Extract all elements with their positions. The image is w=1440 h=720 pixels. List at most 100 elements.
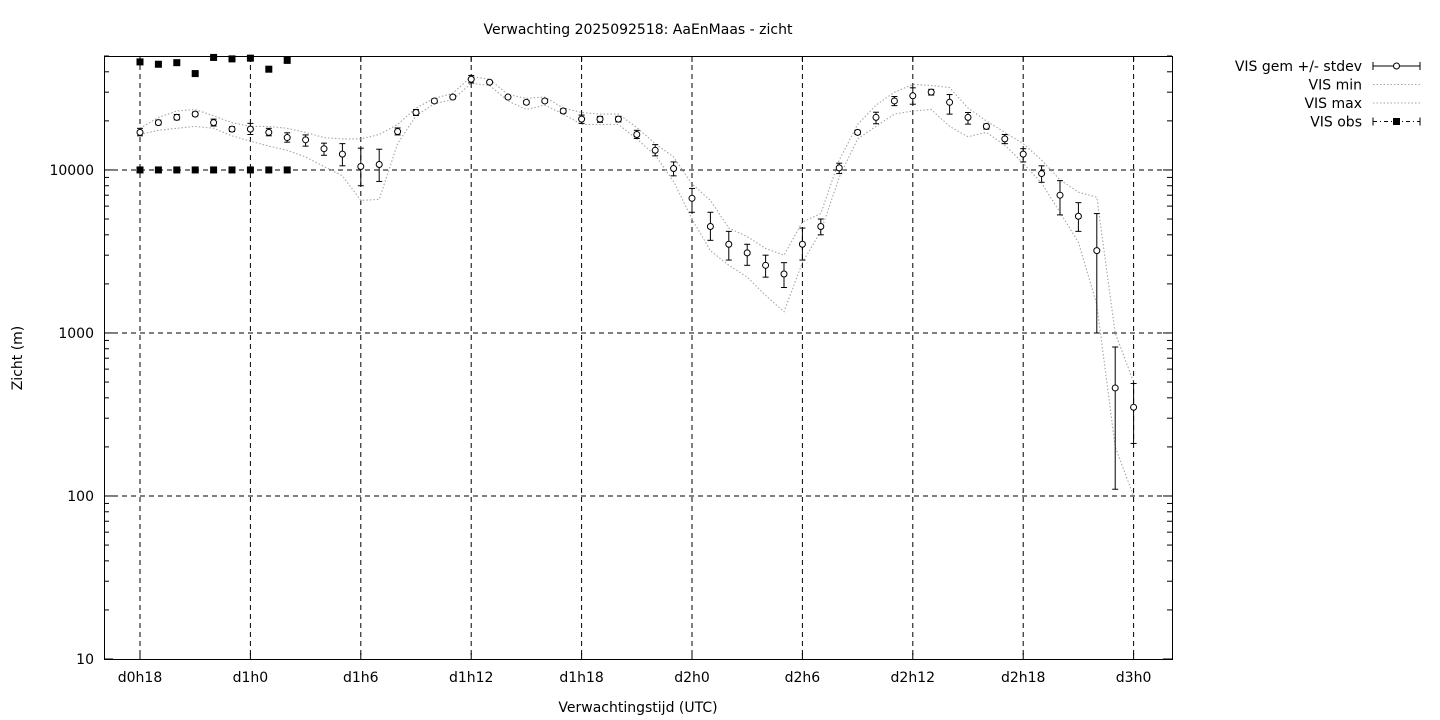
obs-point [136,166,144,174]
mean-point [872,113,880,121]
mean-point [596,115,604,123]
legend-label: VIS gem +/- stdev [1235,59,1362,75]
mean-point [394,128,402,136]
mean-point [762,261,770,269]
chart-title: Verwachting 2025092518: AaEnMaas - zicht [484,22,793,38]
x-tick-label: d2h18 [1001,670,1045,686]
mean-point [651,146,659,154]
mean-point [136,128,144,136]
mean-point [1038,170,1046,178]
x-tick-label: d1h6 [343,670,379,686]
mean-point [578,115,586,123]
mean-point [743,249,751,257]
series-line-vis-min [139,82,1135,497]
mean-point [522,98,530,106]
obs-point [173,166,181,174]
obs-point [154,60,162,68]
y-tick-label: 10000 [49,163,94,179]
observation-series [136,53,291,174]
obs-point [210,53,218,61]
obs-point [210,166,218,174]
legend-label: VIS min [1309,78,1362,94]
mean-point [154,119,162,127]
mean-point [228,125,236,133]
plot-frame [104,56,1173,660]
y-axis-label: Zicht (m) [10,326,26,391]
mean-point [982,122,990,130]
obs-point [283,166,291,174]
mean-point [964,113,972,121]
obs-point [265,65,273,73]
mean-point [265,128,273,136]
mean-point [909,92,917,100]
mean-point [338,150,346,158]
y-tick-label: 100 [67,489,94,505]
mean-point [927,88,935,96]
mean-point [357,162,365,170]
x-tick-label: d3h0 [1116,670,1152,686]
mean-point [817,222,825,230]
mean-point [725,240,733,248]
obs-point [228,55,236,63]
mean-point [467,75,475,83]
mean-point [504,93,512,101]
mean-point [706,222,714,230]
x-tick-label: d0h18 [118,670,162,686]
y-tick-label: 10 [76,652,94,668]
mean-point [191,110,199,118]
grid-lines [104,56,1172,659]
series-line-vis-max [139,75,1135,383]
mean-point [1130,403,1138,411]
x-tick-label: d1h12 [449,670,493,686]
mean-point [688,194,696,202]
obs-point [265,166,273,174]
x-tick-label: d1h18 [559,670,603,686]
mean-point [173,113,181,121]
mean-point [835,164,843,172]
y-tick-label: 1000 [58,326,94,342]
mean-point [541,97,549,105]
obs-point [228,166,236,174]
y-axis-ticks: 10 100 1000 10000 [49,55,1172,668]
mean-point [412,109,420,117]
mean-point [1074,212,1082,220]
mean-point [614,115,622,123]
x-tick-label: d2h12 [891,670,935,686]
mean-point [302,136,310,144]
mean-point [670,165,678,173]
legend-swatch-marker [1393,118,1400,125]
x-tick-label: d2h0 [674,670,710,686]
mean-point [1093,247,1101,255]
legend: VIS gem +/- stdev VIS min VIS max VIS obs [1235,59,1421,131]
mean-point [1001,135,1009,143]
errorbar-series [136,74,1138,490]
mean-point [320,145,328,153]
obs-point [191,70,199,78]
mean-point [1111,384,1119,392]
mean-point [633,130,641,138]
mean-point [430,97,438,105]
mean-point [210,119,218,127]
obs-point [173,59,181,67]
obs-point [191,166,199,174]
mean-point [780,270,788,278]
mean-point [798,240,806,248]
obs-point [154,166,162,174]
mean-point [246,125,254,133]
obs-point [246,166,254,174]
legend-label: VIS max [1304,96,1362,112]
mean-point [854,128,862,136]
legend-label: VIS obs [1310,115,1362,131]
x-axis-label: Verwachtingstijd (UTC) [558,700,717,716]
mean-point [1019,150,1027,158]
mean-point [375,160,383,168]
mean-point [449,93,457,101]
mean-point [890,97,898,105]
mean-point [1056,191,1064,199]
obs-point [283,56,291,64]
mean-point [486,78,494,86]
legend-swatch-point [1393,62,1400,70]
x-axis-ticks: d0h18 d1h0 d1h6 d1h12 d1h18 d2h0 d2h6 d2h12 d2h1… [118,56,1152,686]
mean-point [946,98,954,106]
